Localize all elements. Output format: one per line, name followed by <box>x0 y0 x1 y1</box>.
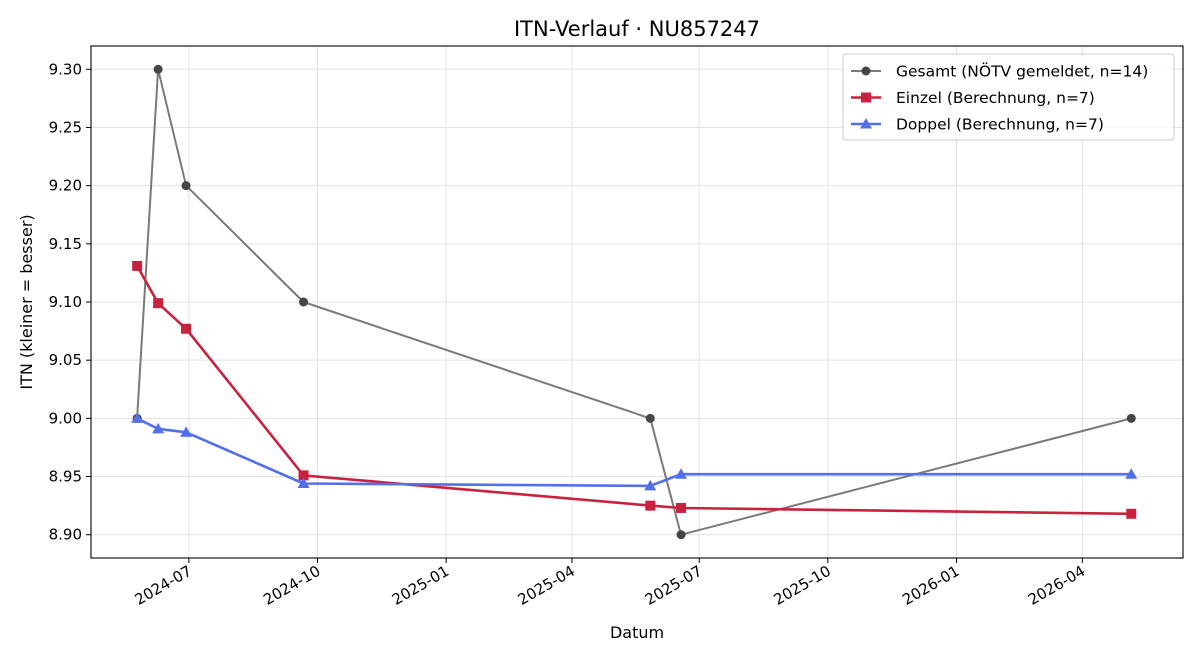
data-point-gesamt <box>1126 413 1136 423</box>
x-tick-label: 2024-07 <box>132 562 195 609</box>
y-tick-label: 9.25 <box>49 118 82 136</box>
data-point-einzel <box>676 502 687 513</box>
y-tick-label: 9.30 <box>49 60 82 78</box>
chart-title: ITN-Verlauf · NU857247 <box>514 17 760 41</box>
x-tick-label: 2025-10 <box>771 562 834 609</box>
data-point-doppel <box>1125 468 1138 479</box>
legend-entry-gesamt: Gesamt (NÖTV gemeldet, n=14) <box>851 62 1148 81</box>
y-tick-label: 8.95 <box>49 468 82 486</box>
legend-entry-doppel: Doppel (Berechnung, n=7) <box>851 116 1104 134</box>
data-point-doppel <box>180 426 193 437</box>
legend-label-gesamt: Gesamt (NÖTV gemeldet, n=14) <box>896 62 1148 81</box>
series-doppel <box>131 412 1138 491</box>
y-tick-label: 9.00 <box>49 409 82 427</box>
y-axis-label: ITN (kleiner = besser) <box>17 214 36 389</box>
x-tick-label: 2026-01 <box>899 562 962 609</box>
data-point-doppel <box>152 422 165 434</box>
legend: Gesamt (NÖTV gemeldet, n=14) Einzel (Bere… <box>842 53 1175 141</box>
data-point-einzel <box>1126 508 1137 519</box>
x-tick-label: 2025-01 <box>389 562 452 609</box>
data-point-doppel <box>131 412 144 423</box>
data-point-einzel <box>298 470 309 481</box>
y-tick-label: 9.20 <box>49 177 82 195</box>
legend-marker-doppel <box>860 118 872 129</box>
legend-marker-einzel <box>861 92 871 103</box>
data-point-einzel <box>153 298 164 309</box>
series-group <box>131 64 1138 540</box>
y-tick-label: 8.90 <box>49 526 82 544</box>
data-point-einzel <box>181 323 192 334</box>
data-point-gesamt <box>181 181 191 191</box>
legend-marker-gesamt <box>861 66 871 76</box>
data-point-doppel <box>675 468 688 479</box>
legend-box <box>842 53 1175 141</box>
x-tick-label: 2026-04 <box>1025 562 1088 609</box>
data-point-gesamt <box>153 64 163 74</box>
x-axis: 2024-07 2024-10 2025-01 2025-04 2025-07 2025-… <box>132 558 1088 609</box>
y-tick-label: 9.10 <box>49 293 82 311</box>
legend-label-doppel: Doppel (Berechnung, n=7) <box>896 116 1104 134</box>
x-tick-label: 2025-04 <box>515 562 578 609</box>
x-tick-label: 2025-07 <box>642 562 705 609</box>
x-axis-label: Datum <box>610 623 664 642</box>
y-tick-label: 9.05 <box>49 351 82 369</box>
data-point-doppel <box>297 477 310 489</box>
grid <box>91 46 1183 558</box>
y-tick-label: 9.15 <box>49 235 82 253</box>
y-axis: 8.90 8.95 9.00 9.05 9.10 9.15 9.20 9.25 9.30 <box>49 60 91 544</box>
data-point-doppel <box>644 479 657 491</box>
legend-label-einzel: Einzel (Berechnung, n=7) <box>896 89 1095 107</box>
data-point-einzel <box>132 260 143 271</box>
data-point-gesamt <box>676 530 686 540</box>
data-point-gesamt <box>299 297 309 307</box>
x-tick-label: 2024-10 <box>260 562 323 609</box>
data-point-einzel <box>645 500 656 511</box>
series-einzel <box>132 260 1137 519</box>
legend-entry-einzel: Einzel (Berechnung, n=7) <box>851 89 1095 107</box>
data-point-gesamt <box>645 413 655 423</box>
